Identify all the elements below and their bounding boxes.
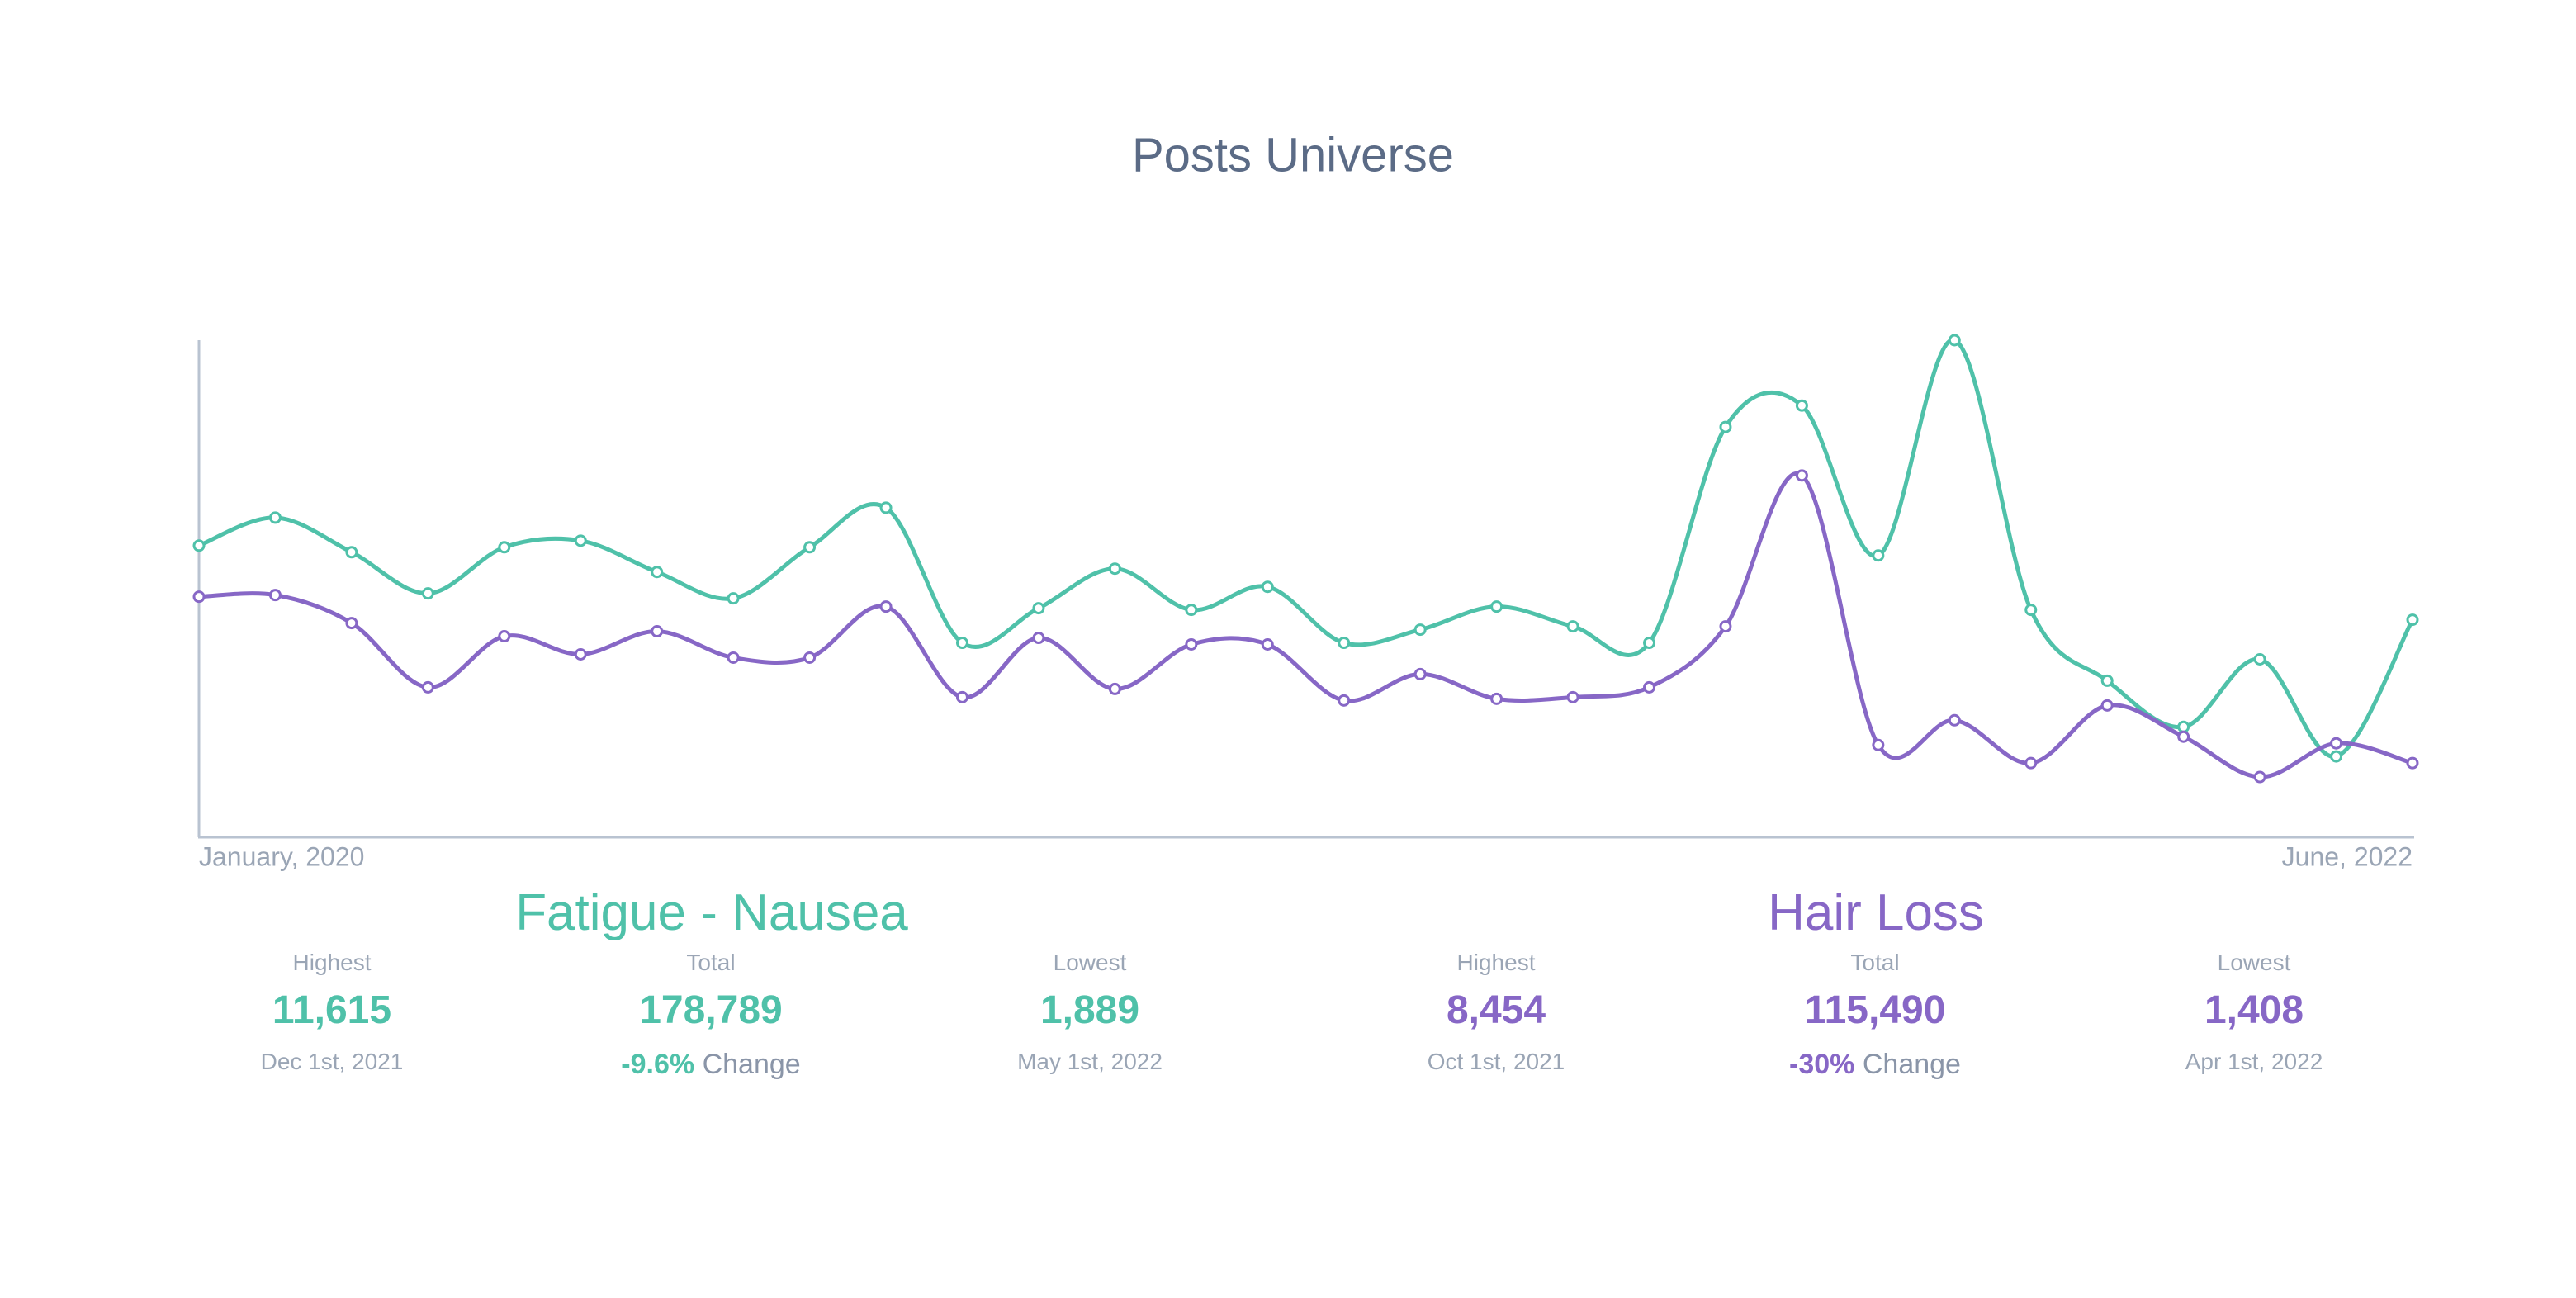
- stat-label: Total: [686, 950, 736, 975]
- stat-value: 1,889: [1039, 988, 1140, 1032]
- data-point: [651, 566, 664, 579]
- change-label: Change: [1862, 1049, 1961, 1080]
- stat-label: Highest: [1456, 950, 1536, 975]
- data-point: [1108, 682, 1121, 695]
- data-point: [803, 651, 817, 664]
- stat: Total 115,490 -30% Change: [1685, 950, 2065, 1081]
- data-point: [2253, 652, 2266, 666]
- stat-date: May 1st, 2022: [1017, 1049, 1163, 1074]
- data-point: [2100, 699, 2114, 712]
- data-point: [1338, 637, 1351, 650]
- stat-date: Apr 1st, 2022: [2185, 1049, 2323, 1074]
- data-point: [1032, 602, 1045, 615]
- data-point: [1413, 667, 1427, 680]
- stat-date: Oct 1st, 2021: [1427, 1049, 1565, 1074]
- data-point: [2177, 720, 2190, 733]
- data-point: [1643, 680, 1656, 694]
- data-point: [1795, 469, 1808, 482]
- data-point: [574, 647, 587, 661]
- data-point: [727, 651, 740, 664]
- data-point: [2406, 613, 2419, 627]
- stat: Lowest 1,889 May 1st, 2022: [900, 950, 1280, 1075]
- stat: Lowest 1,408 Apr 1st, 2022: [2064, 950, 2444, 1075]
- series-line: [198, 471, 2413, 779]
- data-point: [345, 546, 358, 559]
- data-point: [1490, 692, 1503, 705]
- data-point: [803, 541, 817, 554]
- stat-change: -9.6% Change: [521, 1049, 901, 1081]
- data-point: [2177, 730, 2190, 743]
- data-point: [1872, 549, 1885, 562]
- data-point: [498, 541, 511, 554]
- data-point: [955, 637, 968, 650]
- data-point: [2330, 737, 2343, 750]
- stat-value: 1,408: [2204, 988, 2304, 1032]
- panel-title: Hair Loss: [1768, 884, 1984, 941]
- data-point: [1643, 637, 1656, 650]
- data-point: [1490, 600, 1503, 613]
- data-point: [1872, 738, 1885, 751]
- data-point: [727, 592, 740, 605]
- data-point: [2406, 756, 2419, 770]
- chart-title: Posts Universe: [1132, 128, 1454, 182]
- change-value: -30%: [1789, 1049, 1855, 1080]
- data-point: [268, 589, 282, 602]
- data-point: [1338, 694, 1351, 707]
- series-line: [198, 338, 2415, 759]
- summary-panel: Hair Loss Highest 8,454 Oct 1st, 2021 Total 1…: [1306, 883, 2446, 1123]
- data-point: [421, 680, 434, 694]
- stat: Total 178,789 -9.6% Change: [521, 950, 901, 1081]
- stat-label: Lowest: [1053, 950, 1127, 975]
- data-point: [498, 630, 511, 643]
- data-point: [879, 501, 893, 514]
- stat-change: -30% Change: [1685, 1049, 2065, 1081]
- data-point: [192, 539, 206, 552]
- stat-value: 115,490: [1804, 988, 1946, 1032]
- data-point: [1795, 399, 1808, 412]
- data-point: [1185, 604, 1198, 617]
- data-point: [1566, 620, 1579, 633]
- stat-value: 178,789: [639, 988, 783, 1032]
- data-point: [2024, 756, 2038, 770]
- data-point: [574, 534, 587, 547]
- stat-label: Total: [1850, 950, 1900, 975]
- data-point: [1566, 690, 1579, 703]
- data-point: [1719, 620, 1732, 633]
- stat-date: Dec 1st, 2021: [260, 1049, 404, 1074]
- x-tick-label: January, 2020: [199, 841, 364, 871]
- data-point: [1261, 638, 1274, 651]
- data-point: [2330, 750, 2343, 763]
- data-point: [1185, 638, 1198, 651]
- data-point: [2100, 674, 2114, 687]
- x-tick-label: June, 2022: [2282, 841, 2413, 871]
- data-point: [955, 690, 968, 703]
- data-point: [2024, 604, 2038, 617]
- chart: Posts Universe January, 2020 June, 2022: [192, 128, 2419, 871]
- change-label: Change: [702, 1049, 801, 1080]
- data-point: [1948, 713, 1961, 727]
- data-point: [192, 590, 206, 604]
- stat: Highest 11,615 Dec 1st, 2021: [142, 950, 522, 1075]
- data-point: [651, 625, 664, 638]
- data-point: [1413, 623, 1427, 637]
- data-point: [1108, 562, 1121, 576]
- data-point: [1719, 420, 1732, 433]
- data-point: [1032, 632, 1045, 645]
- data-point: [421, 587, 434, 600]
- data-point: [1261, 580, 1274, 594]
- stat-label: Highest: [292, 950, 372, 975]
- change-value: -9.6%: [621, 1049, 695, 1080]
- summary-panel: Fatigue - Nausea Highest 11,615 Dec 1st, 20…: [142, 883, 1281, 1123]
- data-point: [1948, 334, 1961, 347]
- panel-title: Fatigue - Nausea: [515, 884, 908, 941]
- data-point: [879, 600, 893, 613]
- data-point: [345, 617, 358, 630]
- stat-value: 11,615: [272, 988, 392, 1032]
- data-point: [2253, 770, 2266, 784]
- stat-value: 8,454: [1446, 988, 1546, 1032]
- stat-label: Lowest: [2217, 950, 2291, 975]
- data-point: [268, 511, 282, 524]
- stat: Highest 8,454 Oct 1st, 2021: [1306, 950, 1686, 1075]
